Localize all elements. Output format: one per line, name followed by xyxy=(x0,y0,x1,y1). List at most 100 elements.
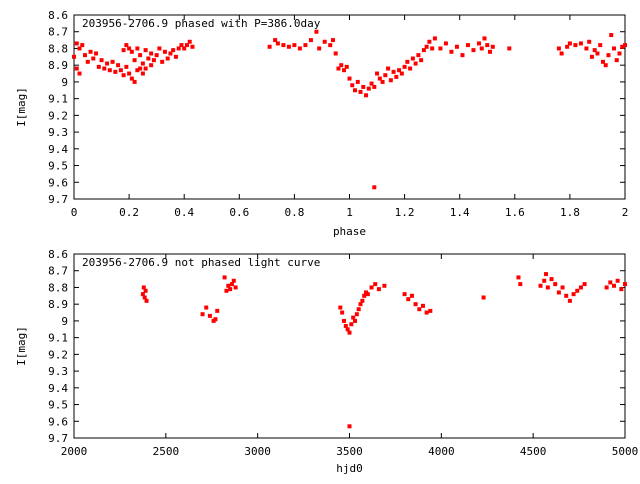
x-tick-label: 4000 xyxy=(428,445,455,458)
x-axis-label: hjd0 xyxy=(336,462,363,475)
y-tick-label: 9.1 xyxy=(48,332,68,345)
y-tick-label: 9.6 xyxy=(48,415,68,428)
data-point xyxy=(127,71,132,76)
data-point xyxy=(386,66,391,71)
data-point xyxy=(413,61,418,66)
data-point xyxy=(372,185,377,190)
data-point xyxy=(443,41,448,46)
data-point xyxy=(449,49,454,54)
data-point xyxy=(350,83,355,88)
data-point xyxy=(77,46,82,51)
y-tick-label: 9.1 xyxy=(48,93,68,106)
data-point xyxy=(228,287,233,292)
data-point xyxy=(83,53,88,58)
y-tick-label: 8.7 xyxy=(48,265,68,278)
data-point xyxy=(135,68,140,73)
data-point xyxy=(213,317,218,322)
data-point xyxy=(143,48,148,53)
x-tick-label: 3500 xyxy=(336,445,363,458)
data-point xyxy=(317,46,322,51)
data-point xyxy=(231,278,236,283)
y-tick-label: 8.9 xyxy=(48,59,68,72)
data-point xyxy=(226,283,231,288)
data-point xyxy=(556,290,561,295)
data-point xyxy=(490,44,495,49)
data-point xyxy=(518,282,523,287)
data-point xyxy=(171,48,176,53)
data-point xyxy=(141,285,146,290)
data-point xyxy=(118,68,123,73)
y-tick-label: 9.3 xyxy=(48,365,68,378)
data-point xyxy=(85,59,90,64)
x-tick-label: 2500 xyxy=(153,445,180,458)
data-point xyxy=(420,303,425,308)
data-point xyxy=(617,51,622,56)
data-point xyxy=(620,44,625,49)
data-point xyxy=(432,36,437,41)
data-point xyxy=(182,46,187,51)
data-point xyxy=(77,71,82,76)
data-point xyxy=(417,307,422,312)
data-point xyxy=(96,64,101,69)
data-point xyxy=(587,39,592,44)
data-point xyxy=(286,44,291,49)
data-point xyxy=(575,288,580,293)
data-point xyxy=(609,33,614,38)
data-point xyxy=(559,51,564,56)
y-tick-label: 9 xyxy=(61,76,68,89)
data-point xyxy=(571,292,576,297)
data-point xyxy=(567,41,572,46)
phased-light-curve-plot: 8.6 8.7 8.8 8.9 9 9.1 9.2 9.3 9.4 9.5 9.6 9.70 0.2 0.… xyxy=(15,9,628,238)
data-point xyxy=(405,59,410,64)
data-point xyxy=(589,54,594,59)
data-point xyxy=(168,51,173,56)
data-point xyxy=(604,285,609,290)
data-point xyxy=(476,41,481,46)
data-point xyxy=(142,295,147,300)
data-point xyxy=(333,51,338,56)
data-point xyxy=(556,46,561,51)
x-tick-label: 1.6 xyxy=(505,206,525,219)
y-tick-label: 9.7 xyxy=(48,193,68,206)
data-point xyxy=(365,292,370,297)
data-point xyxy=(143,66,148,71)
y-axis-label: I[mag] xyxy=(15,326,28,366)
data-point xyxy=(99,58,104,63)
data-point xyxy=(140,61,145,66)
data-point xyxy=(91,56,96,61)
data-point xyxy=(140,71,145,76)
data-point xyxy=(615,278,620,283)
data-point xyxy=(303,43,308,48)
data-point xyxy=(485,43,490,48)
data-point xyxy=(356,307,361,312)
data-point xyxy=(132,58,137,63)
data-point xyxy=(173,54,178,59)
data-point xyxy=(160,59,165,64)
data-point xyxy=(402,64,407,69)
data-point xyxy=(233,285,238,290)
y-tick-label: 8.9 xyxy=(48,298,68,311)
y-tick-label: 9.4 xyxy=(48,143,68,156)
data-point xyxy=(611,283,616,288)
data-point xyxy=(538,283,543,288)
data-point xyxy=(190,44,195,49)
data-point xyxy=(516,275,521,280)
data-point xyxy=(410,56,415,61)
data-point xyxy=(545,285,550,290)
data-point xyxy=(176,46,181,51)
data-point xyxy=(391,69,396,74)
y-tick-label: 8.6 xyxy=(48,248,68,261)
plot-title: 203956-2706.9 phased with P=386.0day xyxy=(82,17,321,30)
data-point xyxy=(349,322,354,327)
data-point xyxy=(373,282,378,287)
x-tick-label: 0 xyxy=(71,206,78,219)
data-point xyxy=(416,53,421,58)
data-point xyxy=(127,46,132,51)
data-point xyxy=(224,288,229,293)
data-point xyxy=(102,66,107,71)
x-tick-label: 1 xyxy=(346,206,353,219)
data-point xyxy=(149,51,154,56)
data-point xyxy=(154,53,159,58)
data-point xyxy=(340,310,345,315)
data-point xyxy=(341,318,346,323)
